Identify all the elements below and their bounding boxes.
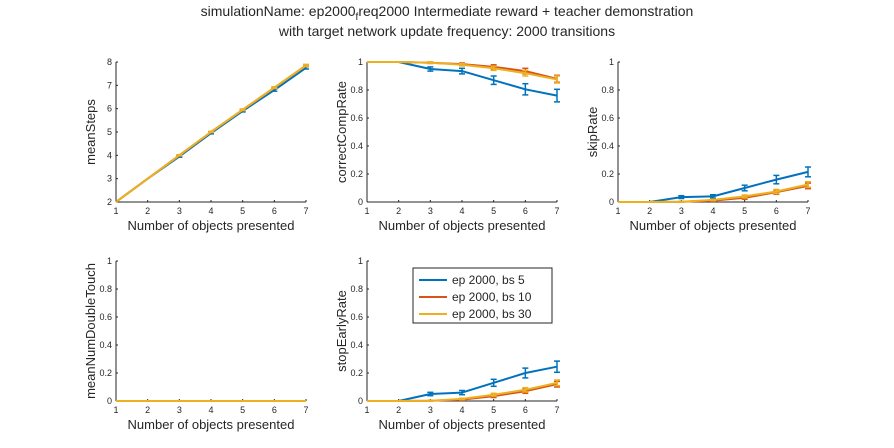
x-tick-label: 4 [459,206,464,216]
figure-subtitle: with target network update frequency: 20… [278,23,616,39]
y-tick-label: 0.2 [350,368,363,378]
x-tick-label: 4 [208,405,213,415]
x-tick-label: 3 [679,206,684,216]
x-tick-label: 6 [272,206,277,216]
y-axis-label: stopEarlyRate [334,290,349,372]
y-tick-label: 0.4 [99,340,112,350]
x-tick-label: 2 [396,206,401,216]
x-tick-label: 6 [523,206,528,216]
x-tick-label: 2 [145,405,150,415]
y-tick-label: 0 [609,197,614,207]
x-tick-label: 7 [303,405,308,415]
y-tick-label: 0.4 [601,141,614,151]
x-tick-label: 2 [396,405,401,415]
y-tick-label: 7 [107,80,112,90]
x-axis-label: Number of objects presented [128,218,295,233]
y-tick-label: 1 [609,57,614,67]
series-line-1 [367,61,558,97]
x-tick-label: 3 [177,206,182,216]
legend: ep 2000, bs 5 ep 2000, bs 10 ep 2000, bs 3… [412,267,553,324]
y-tick-label: 4 [107,150,112,160]
x-tick-label: 5 [240,405,245,415]
y-tick-label: 0 [358,396,363,406]
y-tick-label: 8 [107,57,112,67]
x-tick-label: 7 [303,206,308,216]
y-tick-label: 1 [358,57,363,67]
x-tick-label: 1 [364,206,369,216]
x-tick-label: 5 [240,206,245,216]
y-tick-label: 0 [107,396,112,406]
figure-title-part1: simulationName: ep2000 [200,3,356,19]
x-tick-label: 4 [459,405,464,415]
x-tick-label: 3 [177,405,182,415]
x-axis-label: Number of objects presented [379,417,546,432]
y-tick-label: 0.6 [601,113,614,123]
y-tick-label: 0 [358,197,363,207]
y-tick-label: 0.4 [350,141,363,151]
x-tick-label: 3 [428,405,433,415]
y-tick-label: 0.8 [601,85,614,95]
y-tick-label: 0.8 [350,85,363,95]
figure-title-subscript: f [355,11,359,23]
legend-label-1: ep 2000, bs 5 [452,273,525,287]
figure-title-part2: req2000 Intermediate reward + teacher de… [358,3,694,19]
y-tick-label: 0.8 [99,284,112,294]
x-tick-label: 4 [710,206,715,216]
y-tick-label: 0.6 [350,113,363,123]
x-tick-label: 6 [774,206,779,216]
y-tick-label: 0.6 [99,312,112,322]
y-axis-label: skipRate [585,107,600,158]
x-tick-label: 6 [523,405,528,415]
x-axis-label: Number of objects presented [630,218,797,233]
y-tick-label: 6 [107,104,112,114]
x-tick-label: 6 [272,405,277,415]
y-axis-label: meanSteps [83,99,98,165]
x-tick-label: 5 [742,206,747,216]
x-tick-label: 1 [113,405,118,415]
legend-label-3: ep 2000, bs 30 [452,307,532,321]
y-tick-label: 0.2 [601,169,614,179]
y-tick-label: 0.6 [350,312,363,322]
series-line-1 [367,365,558,402]
y-tick-label: 0.8 [350,284,363,294]
x-tick-label: 2 [145,206,150,216]
y-axis-label: meanNumDoubleTouch [83,263,98,399]
x-tick-label: 5 [491,405,496,415]
y-axis-label: correctCompRate [334,81,349,183]
subplot-correctCompRate: 1 2 3 4 5 6 7 0 0.2 0.4 0.6 0.8 1 Number of objects p… [334,57,560,233]
x-tick-label: 3 [428,206,433,216]
subplot-stopEarlyRate: 1 2 3 4 5 6 7 0 0.2 0.4 0.6 0.8 1 Number of objects p… [334,256,560,432]
y-tick-label: 3 [107,174,112,184]
y-tick-label: 1 [107,256,112,266]
x-tick-label: 1 [364,405,369,415]
x-axis-label: Number of objects presented [128,417,295,432]
x-tick-label: 1 [113,206,118,216]
y-tick-label: 2 [107,197,112,207]
x-tick-label: 7 [554,405,559,415]
legend-label-2: ep 2000, bs 10 [452,290,532,304]
y-tick-label: 0.4 [350,340,363,350]
y-tick-label: 1 [358,256,363,266]
x-tick-label: 7 [554,206,559,216]
subplot-skipRate: 1 2 3 4 5 6 7 0 0.2 0.4 0.6 0.8 1 Number of objects p… [585,57,811,233]
x-axis-label: Number of objects presented [379,218,546,233]
y-tick-label: 5 [107,127,112,137]
figure-title: simulationName: ep2000freq2000 Intermedi… [0,3,894,23]
x-tick-label: 7 [805,206,810,216]
x-tick-label: 5 [491,206,496,216]
subplot-meanNumDoubleTouch: 1 2 3 4 5 6 7 0 0.2 0.4 0.6 0.8 1 Number of objects p… [83,256,309,432]
y-tick-label: 0.2 [350,169,363,179]
x-tick-label: 1 [615,206,620,216]
x-tick-label: 2 [647,206,652,216]
y-tick-label: 0.2 [99,368,112,378]
x-tick-label: 4 [208,206,213,216]
